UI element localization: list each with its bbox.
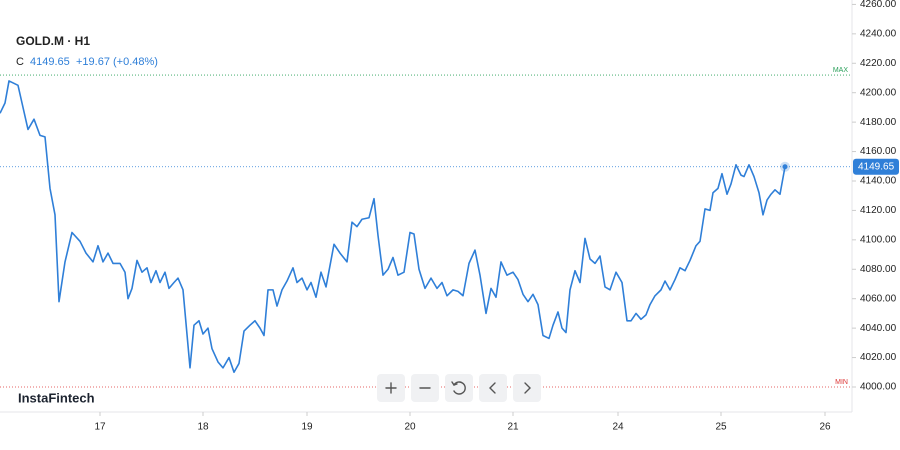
zoom-in-button[interactable] [377,374,405,402]
symbol: GOLD.M · H1 [16,34,90,48]
price-line [0,80,786,374]
change-value: +19.67 (+0.48%) [76,56,158,68]
scroll-left-button[interactable] [479,374,507,402]
y-tick-label: 4220.00 [860,58,897,69]
y-tick-label: 4260.00 [860,0,897,10]
y-tick-label: 4160.00 [860,146,897,157]
y-tick-label: 4020.00 [860,352,897,363]
scroll-right-button[interactable] [513,374,541,402]
last-price-box [853,158,899,175]
x-tick-label: 18 [197,422,209,433]
y-tick-label: 4180.00 [860,117,897,128]
x-tick-label: 19 [301,422,313,433]
close-label: C [16,56,24,68]
y-tick-label: 4000.00 [860,382,897,393]
x-tick-label: 24 [612,422,624,433]
y-tick-label: 4200.00 [860,87,897,98]
last-price-label: 4149.65 [858,161,895,172]
plot-area [0,74,852,388]
y-tick-label: 4240.00 [860,28,897,39]
x-tick-label: 17 [94,422,106,433]
min-level-label: MIN [835,379,848,386]
x-tick-label: 21 [507,422,519,433]
max-level-label: MAX [833,67,849,74]
y-tick-label: 4100.00 [860,234,897,245]
x-tick-label: 20 [404,422,416,433]
y-tick-label: 4040.00 [860,323,897,334]
y-tick-label: 4120.00 [860,205,897,216]
x-tick-label: 25 [715,422,727,433]
zoom-out-button[interactable] [411,374,439,402]
y-tick-label: 4060.00 [860,293,897,304]
y-tick-label: 4140.00 [860,176,897,187]
close-value: 4149.65 [30,56,70,68]
y-tick-label: 4080.00 [860,264,897,275]
reset-button[interactable] [445,374,473,402]
last-point [782,164,788,170]
x-tick-label: 26 [819,422,831,433]
brand-logo: InstaFintech [18,390,95,405]
